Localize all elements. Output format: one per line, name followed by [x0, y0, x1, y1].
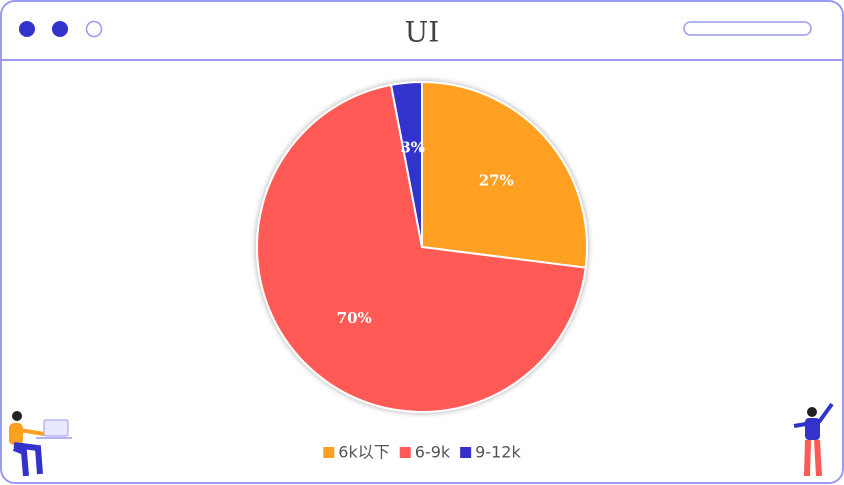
legend-label: 6-9k — [415, 443, 451, 462]
chart-title: UI — [405, 16, 440, 49]
pie — [256, 80, 588, 413]
window-dot — [85, 20, 103, 38]
legend: 6k以下 6-9k 9-12k — [323, 443, 521, 462]
value-label: 70% — [337, 309, 372, 327]
illustration-right — [793, 402, 834, 477]
legend-label: 9-12k — [475, 443, 521, 462]
search-box[interactable] — [683, 21, 812, 36]
value-label: 3% — [400, 138, 425, 156]
pie-slice — [256, 83, 587, 413]
window-dot — [52, 21, 68, 37]
pie-slice — [389, 80, 423, 248]
legend-label: 6k以下 — [338, 443, 389, 462]
value-label: 27% — [479, 172, 514, 190]
window-dot — [19, 21, 35, 37]
illustration-left — [9, 411, 72, 477]
pie-slice — [421, 80, 588, 269]
legend-marker — [460, 447, 472, 458]
legend-marker — [323, 447, 335, 458]
legend-marker — [399, 447, 411, 458]
